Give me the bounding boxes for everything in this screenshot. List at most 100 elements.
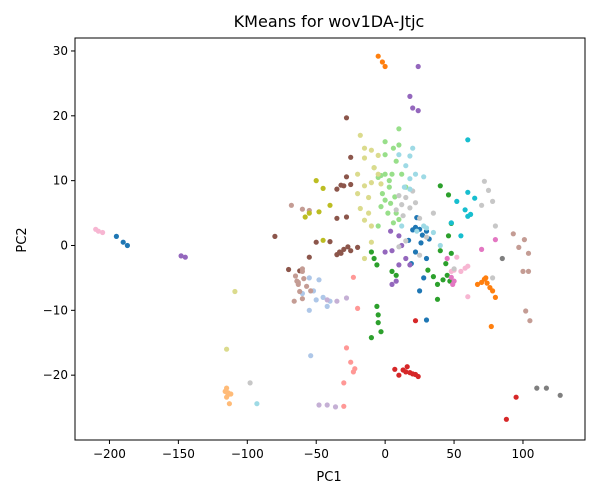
scatter-point-cluster-6 [404, 364, 410, 370]
scatter-point-cluster-18 [465, 137, 471, 143]
scatter-point-cluster-1 [306, 275, 312, 281]
scatter-point-cluster-4 [425, 267, 431, 273]
scatter-point-cluster-13 [465, 294, 471, 300]
scatter-point-cluster-5 [382, 139, 388, 145]
scatter-point-cluster-19 [403, 163, 409, 169]
scatter-point-cluster-8 [410, 105, 416, 111]
scatter-point-cluster-5 [375, 223, 381, 229]
scatter-point-cluster-6 [403, 369, 409, 375]
scatter-point-cluster-7 [341, 380, 347, 386]
scatter-point-cluster-16 [306, 210, 312, 216]
scatter-point-cluster-8 [178, 253, 184, 259]
scatter-point-cluster-11 [292, 273, 299, 279]
y-tick-label: 0 [60, 238, 68, 252]
scatter-point-cluster-0 [412, 249, 419, 255]
scatter-point-cluster-12 [450, 281, 456, 287]
scatter-point-cluster-0 [418, 240, 424, 246]
scatter-point-cluster-10 [306, 254, 312, 260]
scatter-point-cluster-19 [430, 229, 436, 236]
scatter-point-cluster-17 [375, 171, 381, 177]
scatter-point-cluster-1 [313, 297, 319, 303]
scatter-point-cluster-6 [392, 366, 398, 372]
scatter-point-cluster-15 [451, 266, 457, 272]
scatter-point-cluster-5 [386, 184, 392, 190]
scatter-point-cluster-18 [465, 189, 471, 195]
scatter-point-cluster-17 [232, 288, 238, 295]
scatter-point-cluster-8 [403, 255, 409, 262]
scatter-point-cluster-5 [396, 142, 402, 148]
scatter-point-cluster-3 [226, 401, 232, 407]
scatter-point-cluster-8 [396, 262, 402, 268]
scatter-point-cluster-13 [465, 263, 471, 269]
scatter-point-cluster-0 [423, 317, 430, 323]
scatter-point-cluster-8 [382, 249, 388, 255]
scatter-point-cluster-4 [437, 248, 443, 254]
scatter-point-cluster-11 [299, 206, 305, 212]
plot-area-frame [74, 37, 586, 441]
scatter-point-cluster-2 [492, 294, 498, 300]
scatter-point-cluster-17 [368, 180, 374, 186]
scatter-point-cluster-18 [458, 233, 464, 239]
scatter-point-cluster-5 [396, 216, 402, 223]
scatter-point-cluster-10 [313, 239, 319, 245]
scatter-point-cluster-4 [434, 296, 441, 302]
scatter-point-cluster-0 [419, 232, 425, 238]
scatter-point-cluster-7 [341, 403, 347, 409]
scatter-point-cluster-10 [348, 181, 354, 188]
scatter-point-cluster-8 [182, 254, 188, 260]
scatter-point-cluster-12 [479, 246, 485, 252]
scatter-point-cluster-8 [388, 228, 394, 234]
scatter-point-cluster-19 [421, 174, 427, 180]
scatter-point-cluster-17 [368, 223, 374, 229]
scatter-point-cluster-15 [399, 202, 405, 208]
scatter-point-cluster-15 [430, 210, 436, 216]
scatter-point-cluster-7 [355, 305, 361, 311]
y-axis-ticks: −20 −10 0 10 20 30 [43, 44, 75, 382]
scatter-point-cluster-1 [324, 303, 330, 309]
scatter-point-cluster-5 [390, 145, 396, 151]
scatter-point-cluster-11 [527, 318, 533, 324]
y-tick-label: 10 [53, 174, 68, 188]
scatter-point-cluster-6 [396, 372, 402, 378]
scatter-point-cluster-3 [222, 388, 228, 394]
scatter-point-cluster-9 [316, 402, 322, 408]
scatter-point-cluster-2 [483, 275, 489, 281]
scatter-point-cluster-11 [299, 296, 305, 302]
scatter-point-cluster-19 [423, 225, 430, 231]
scatter-point-cluster-17 [361, 255, 368, 262]
scatter-point-cluster-15 [485, 187, 492, 193]
scatter-point-cluster-4 [389, 268, 395, 274]
scatter-point-cluster-0 [423, 255, 430, 262]
scatter-point-cluster-16 [313, 178, 319, 184]
scatter-point-cluster-15 [247, 380, 253, 386]
scatter-point-cluster-4 [437, 183, 443, 189]
scatter-point-cluster-15 [417, 252, 423, 258]
scatter-point-cluster-5 [399, 171, 405, 177]
scatter-point-cluster-5 [389, 171, 395, 177]
scatter-point-cluster-11 [308, 288, 314, 294]
scatter-point-cluster-6 [415, 373, 421, 380]
scatter-point-cluster-17 [361, 145, 368, 151]
scatter-point-cluster-15 [407, 205, 413, 211]
scatter-point-cluster-1 [316, 277, 322, 283]
scatter-point-cluster-19 [401, 184, 407, 190]
scatter-point-cluster-17 [368, 239, 374, 245]
scatter-point-cluster-15 [403, 194, 409, 201]
scatter-point-cluster-4 [443, 261, 449, 267]
scatter-point-cluster-15 [400, 213, 406, 219]
scatter-point-cluster-1 [320, 294, 326, 300]
scatter-point-cluster-9 [334, 298, 340, 304]
scatter-point-cluster-10 [343, 174, 350, 180]
scatter-point-cluster-4 [440, 277, 446, 283]
scatter-point-cluster-9 [332, 404, 339, 410]
scatter-point-cluster-4 [444, 272, 450, 278]
scatter-point-cluster-13 [95, 228, 101, 234]
scatter-point-cluster-8 [396, 233, 402, 239]
scatter-point-cluster-18 [462, 207, 468, 213]
scatter-point-cluster-15 [403, 238, 409, 244]
x-tick-label: −50 [304, 447, 329, 461]
scatter-point-cluster-15 [393, 207, 399, 213]
scatter-point-cluster-11 [520, 268, 526, 274]
scatter-point-cluster-19 [414, 228, 420, 234]
scatter-point-cluster-8 [407, 262, 413, 268]
